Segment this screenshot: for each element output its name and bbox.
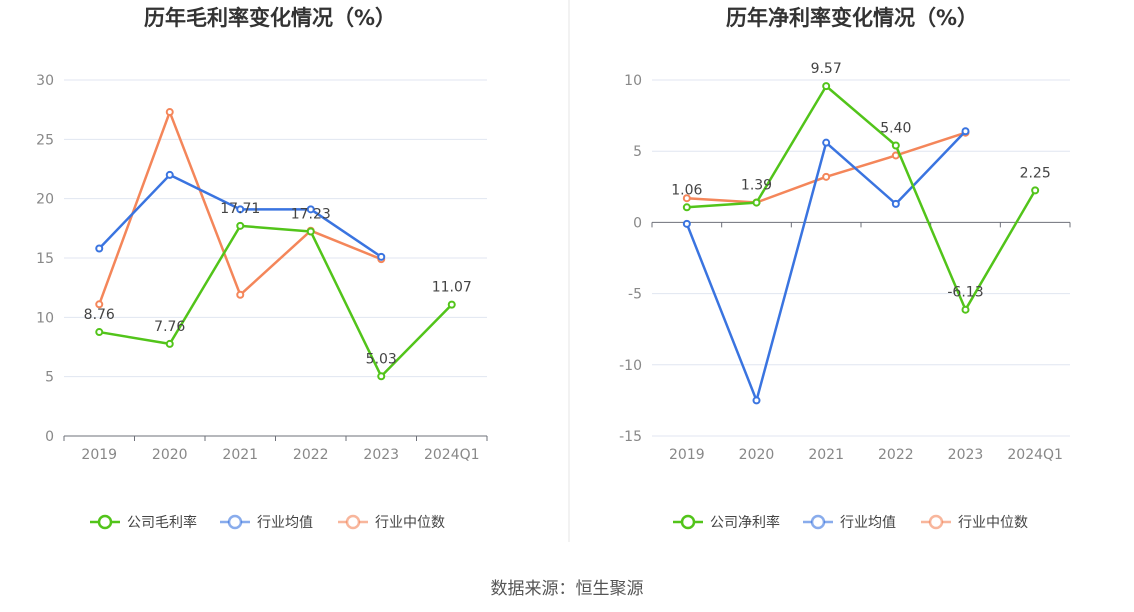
data-point [752,198,761,207]
data-label: 1.39 [741,178,772,194]
data-point [306,227,315,236]
legend-marker [345,514,361,530]
legend-label: 行业均值 [840,515,896,531]
series-line [99,224,453,378]
data-point [236,290,245,299]
x-tick-label: 2021 [222,447,258,463]
data-point [822,82,831,91]
x-tick-label: 2020 [152,447,188,463]
net-margin-chart: 历年净利率变化情况（%） -15 -10 -5 0 5 10 2019 2020 2021 2022… [619,6,1071,531]
data-point [95,244,104,253]
x-tick-label: 2024Q1 [424,447,480,463]
data-point [682,203,691,212]
data-point [95,328,104,337]
data-point [165,108,174,117]
legend-marker [680,514,696,530]
y-tick-label: 5 [45,370,54,386]
y-tick-label: 0 [45,429,54,445]
series-line [685,130,967,402]
data-point [377,252,386,261]
legend-label: 行业中位数 [958,515,1028,531]
data-label: 1.06 [671,182,702,198]
data-point [236,221,245,230]
x-tick-label: 2022 [878,447,914,463]
legend-marker [97,514,113,530]
legend-marker [928,514,944,530]
legend-label: 公司毛利率 [127,514,197,531]
gross-margin-chart: 历年毛利率变化情况（%） 0 5 10 15 20 25 30 2019 2020 2021 2022… [36,6,488,531]
data-label: 8.76 [84,307,115,323]
data-point [961,127,970,136]
series-line [686,84,1037,311]
chart-title: 历年净利率变化情况（%） [726,6,978,30]
y-tick-label: 10 [624,73,642,89]
legend-label: 行业均值 [257,515,313,531]
data-point [891,199,900,208]
y-tick-label: 30 [36,73,54,89]
data-point [95,300,104,309]
data-label: -6.13 [947,285,983,301]
data-point [236,205,245,214]
x-tick-label: 2023 [948,447,984,463]
y-tick-label: 5 [633,144,642,160]
data-label: 9.57 [811,61,842,77]
data-point [961,305,970,314]
data-label: 11.07 [432,280,472,296]
x-tick-label: 2023 [363,447,399,463]
y-tick-label: 0 [633,215,642,231]
x-tick-label: 2019 [669,447,705,463]
data-label: 5.03 [366,351,397,367]
data-point [1031,186,1040,195]
x-tick-label: 2022 [293,447,329,463]
data-point [682,194,691,203]
x-tick-label: 2024Q1 [1007,447,1063,463]
x-tick-label: 2020 [739,447,775,463]
data-point [752,396,761,405]
data-point [377,372,386,381]
data-point [891,141,900,150]
data-point [447,300,456,309]
legend-label: 公司净利率 [710,514,780,531]
data-label: 5.40 [880,121,911,137]
legend-label: 行业中位数 [375,515,445,531]
x-tick-label: 2021 [808,447,844,463]
y-tick-label: -15 [619,429,642,445]
y-tick-label: -10 [619,358,642,374]
x-tick-label: 2019 [81,447,117,463]
data-point [165,339,174,348]
data-label: 7.76 [154,319,185,335]
y-tick-label: 25 [36,132,54,148]
y-tick-label: 15 [36,251,54,267]
y-tick-label: 10 [36,310,54,326]
y-tick-label: -5 [628,287,642,303]
data-point [165,170,174,179]
chart-title: 历年毛利率变化情况（%） [144,6,396,30]
data-point [306,205,315,214]
legend-marker [810,514,826,530]
data-point [682,219,691,228]
data-source-note: 数据来源：恒生聚源 [490,579,644,599]
data-label: 2.25 [1020,165,1051,181]
data-point [822,138,831,147]
legend-marker [227,514,243,530]
data-point [822,172,831,181]
data-label: 17.23 [291,207,331,223]
y-tick-label: 20 [36,192,54,208]
data-label: 17.71 [220,201,260,217]
